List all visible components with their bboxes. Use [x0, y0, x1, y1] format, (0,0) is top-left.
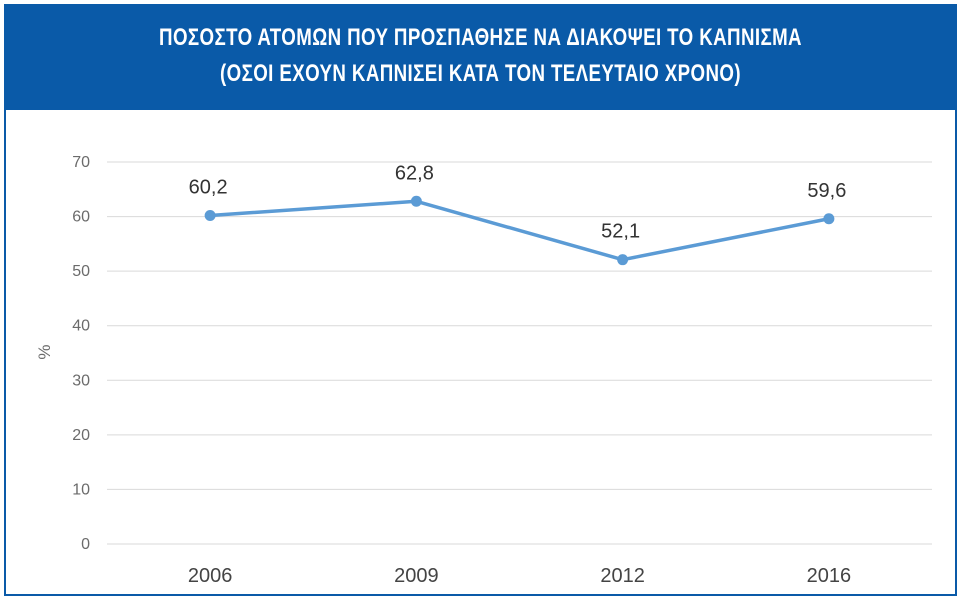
x-tick-2012: 2012: [600, 565, 645, 587]
data-point-2006: [204, 209, 216, 221]
data-label-2006: 60,2: [189, 176, 228, 198]
y-tick-30: 30: [72, 372, 90, 389]
y-axis-ticks: 0 10 20 30 40 50 60 70: [72, 154, 90, 553]
y-tick-50: 50: [72, 263, 90, 280]
data-point-2012: [617, 254, 629, 266]
y-tick-20: 20: [72, 427, 90, 444]
y-tick-70: 70: [72, 154, 90, 171]
x-tick-2016: 2016: [807, 565, 852, 587]
x-axis-ticks: 2006 2009 2012 2016: [188, 565, 851, 587]
y-tick-40: 40: [72, 318, 90, 335]
data-label-2009: 62,8: [395, 162, 434, 184]
chart-title: ΠΟΣΟΣΤΟ ΑΤΟΜΩΝ ΠΟΥ ΠΡΟΣΠΑΘΗΣΕ ΝΑ ΔΙΑΚΟΨΕ…: [6, 6, 955, 110]
data-point-2016: [823, 213, 835, 225]
y-tick-0: 0: [81, 536, 90, 553]
y-tick-60: 60: [72, 209, 90, 226]
data-point-2009: [410, 195, 422, 207]
series-polyline: [210, 199, 830, 262]
chart-title-line-2: (ΟΣΟΙ ΕΧΟΥΝ ΚΑΠΝΙΣΕΙ ΚΑΤΑ ΤΟΝ ΤΕΛΕΥΤΑΙΟ …: [220, 60, 741, 87]
data-labels: 60,2 62,8 52,1 59,6: [189, 162, 847, 242]
data-label-2012: 52,1: [601, 221, 640, 243]
x-tick-2009: 2009: [394, 565, 439, 587]
gridlines: [107, 161, 932, 545]
series-line: [210, 199, 830, 262]
data-label-2016: 59,6: [807, 180, 846, 202]
y-axis-label: %: [35, 344, 54, 359]
data-points: [204, 195, 835, 266]
chart-title-line-1: ΠΟΣΟΣΤΟ ΑΤΟΜΩΝ ΠΟΥ ΠΡΟΣΠΑΘΗΣΕ ΝΑ ΔΙΑΚΟΨΕ…: [159, 24, 802, 51]
chart-frame: ΠΟΣΟΣΤΟ ΑΤΟΜΩΝ ΠΟΥ ΠΡΟΣΠΑΘΗΣΕ ΝΑ ΔΙΑΚΟΨΕ…: [4, 4, 957, 596]
x-tick-2006: 2006: [188, 565, 233, 587]
y-tick-10: 10: [72, 481, 90, 498]
